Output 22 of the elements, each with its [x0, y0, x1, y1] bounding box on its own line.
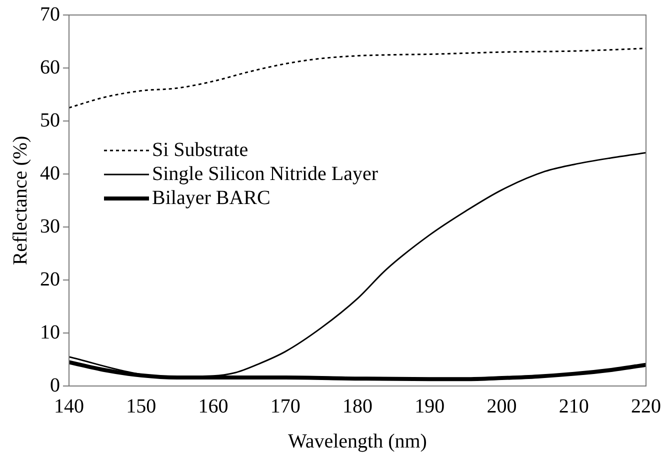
y-tick-label: 20: [40, 268, 60, 290]
x-tick-label: 150: [126, 395, 156, 418]
legend-label: Bilayer BARC: [152, 186, 270, 209]
x-axis-title: Wavelength (nm): [288, 430, 427, 452]
x-tick-label: 170: [270, 395, 300, 418]
x-tick-label: 200: [486, 395, 517, 418]
y-tick-label: 0: [50, 374, 60, 396]
y-tick-label: 50: [40, 109, 60, 132]
legend-label: Single Silicon Nitride Layer: [152, 162, 378, 185]
y-tick-label: 40: [40, 162, 60, 184]
y-tick-label: 10: [40, 321, 60, 344]
x-tick-label: 210: [558, 395, 589, 418]
y-tick-label: 30: [40, 215, 60, 238]
x-tick-label: 140: [54, 395, 84, 418]
y-tick-label: 70: [40, 3, 60, 26]
y-tick-label: 60: [40, 56, 60, 78]
legend-label: Si Substrate: [152, 138, 248, 161]
x-tick-label: 160: [198, 395, 228, 418]
x-tick-label: 190: [414, 395, 445, 418]
x-tick-label: 180: [342, 395, 372, 418]
x-tick-label: 220: [631, 395, 661, 418]
y-axis-title: Reflectance (%): [9, 136, 32, 266]
